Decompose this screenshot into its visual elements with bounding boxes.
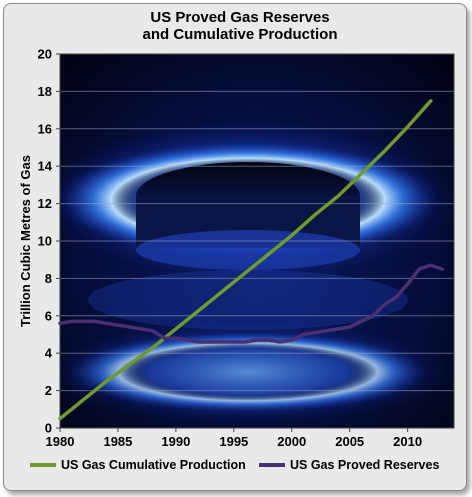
x-tick-label: 1990 [161, 434, 190, 449]
x-tick-label: 2010 [393, 434, 422, 449]
y-tick-label: 14 [38, 159, 53, 174]
y-axis-ticks: 0 2 4 6 8 10 12 14 16 18 20 [38, 47, 60, 436]
series-lines [58, 99, 445, 421]
gridlines [60, 90, 454, 392]
y-tick-label: 18 [38, 84, 52, 99]
series-line-proved-reserves [58, 263, 445, 344]
legend-label-cumulative-production: US Gas Cumulative Production [61, 458, 246, 472]
y-axis-label: Trillion Cubic Metres of Gas [18, 155, 33, 327]
x-tick-label: 2000 [277, 434, 306, 449]
chart-title-line-1: US Proved Gas Reserves [150, 9, 329, 26]
x-tick-label: 1980 [46, 434, 75, 449]
legend-label-proved-reserves: US Gas Proved Reserves [290, 458, 439, 472]
legend: US Gas Cumulative Production US Gas Prov… [30, 458, 439, 472]
y-tick-label: 10 [38, 234, 52, 249]
x-axis-ticks: 1980 1985 1990 1995 2000 2005 2010 [46, 428, 422, 449]
y-tick-label: 16 [38, 121, 52, 136]
y-tick-label: 20 [38, 47, 52, 62]
y-tick-label: 12 [38, 196, 52, 211]
x-tick-label: 2005 [335, 434, 364, 449]
y-tick-label: 0 [45, 421, 52, 436]
chart-title-line-2: and Cumulative Production [142, 26, 337, 43]
y-tick-label: 4 [45, 346, 53, 361]
y-tick-label: 8 [45, 271, 52, 286]
y-tick-label: 6 [45, 308, 52, 323]
x-tick-label: 1995 [219, 434, 248, 449]
series-line-cumulative-production [58, 99, 433, 421]
y-tick-label: 2 [45, 383, 52, 398]
x-tick-label: 1985 [103, 434, 132, 449]
